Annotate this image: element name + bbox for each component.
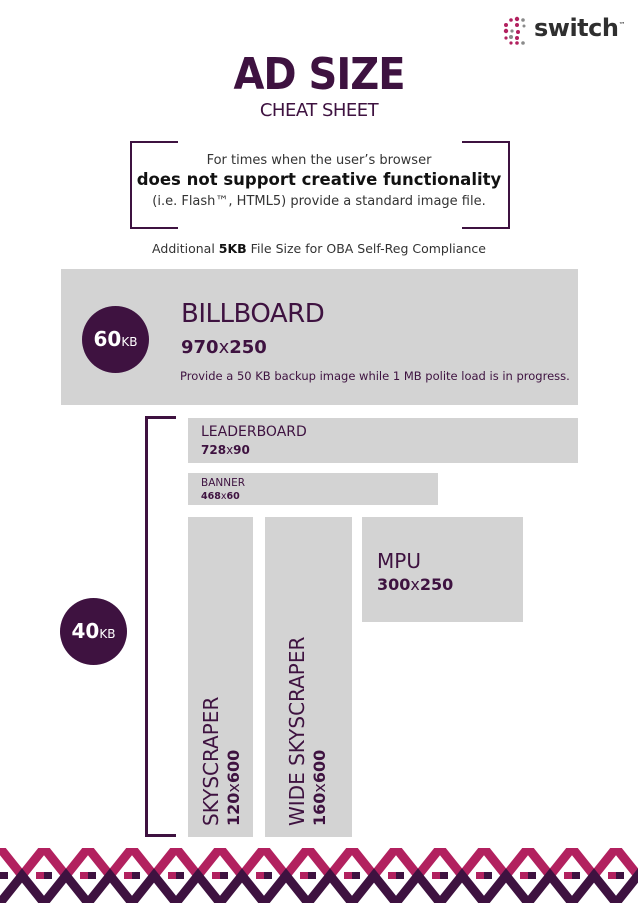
wide-skyscraper-name: WIDE SKYSCRAPER — [285, 636, 309, 826]
switch-logo: switch™ — [502, 14, 627, 48]
note-line-1: For times when the user’s browser — [206, 153, 432, 168]
wide-skyscraper-box — [265, 517, 352, 837]
page-subtitle: CHEAT SHEET — [259, 100, 379, 121]
note-line-2: does not support creative functionality — [136, 170, 502, 189]
billboard-size: 970x250 — [181, 337, 267, 358]
leaderboard-box — [188, 418, 578, 463]
skyscraper-box — [188, 517, 253, 837]
note-bracket-right — [462, 141, 510, 229]
note-bracket-left — [130, 141, 178, 229]
page-title: AD SIZE — [233, 50, 405, 100]
group-bracket — [145, 416, 176, 837]
banner-size: 468x60 — [201, 491, 240, 502]
dots-logo-icon — [503, 16, 526, 45]
skyscraper-size: 120x600 — [224, 749, 243, 826]
oba-compliance-note: Additional 5KB File Size for OBA Self-Re… — [152, 241, 486, 256]
leaderboard-name: LEADERBOARD — [201, 424, 307, 440]
banner-name: BANNER — [201, 477, 246, 489]
mpu-box — [362, 517, 523, 622]
billboard-name: BILLBOARD — [181, 299, 325, 329]
billboard-description: Provide a 50 KB backup image while 1 MB … — [180, 369, 570, 383]
banner-box — [188, 473, 438, 505]
mpu-name: MPU — [377, 549, 421, 573]
note-line-3: (i.e. Flash™, HTML5) provide a standard … — [152, 194, 486, 209]
limit-badge-40kb: 40KB — [60, 598, 127, 665]
wide-skyscraper-size: 160x600 — [310, 749, 329, 826]
skyscraper-name: SKYSCRAPER — [199, 696, 223, 826]
decorative-pattern — [0, 848, 638, 903]
brand-wordmark: switch™ — [534, 14, 625, 42]
leaderboard-size: 728x90 — [201, 443, 250, 457]
limit-badge-60kb: 60KB — [82, 306, 149, 373]
mpu-size: 300x250 — [377, 575, 454, 594]
